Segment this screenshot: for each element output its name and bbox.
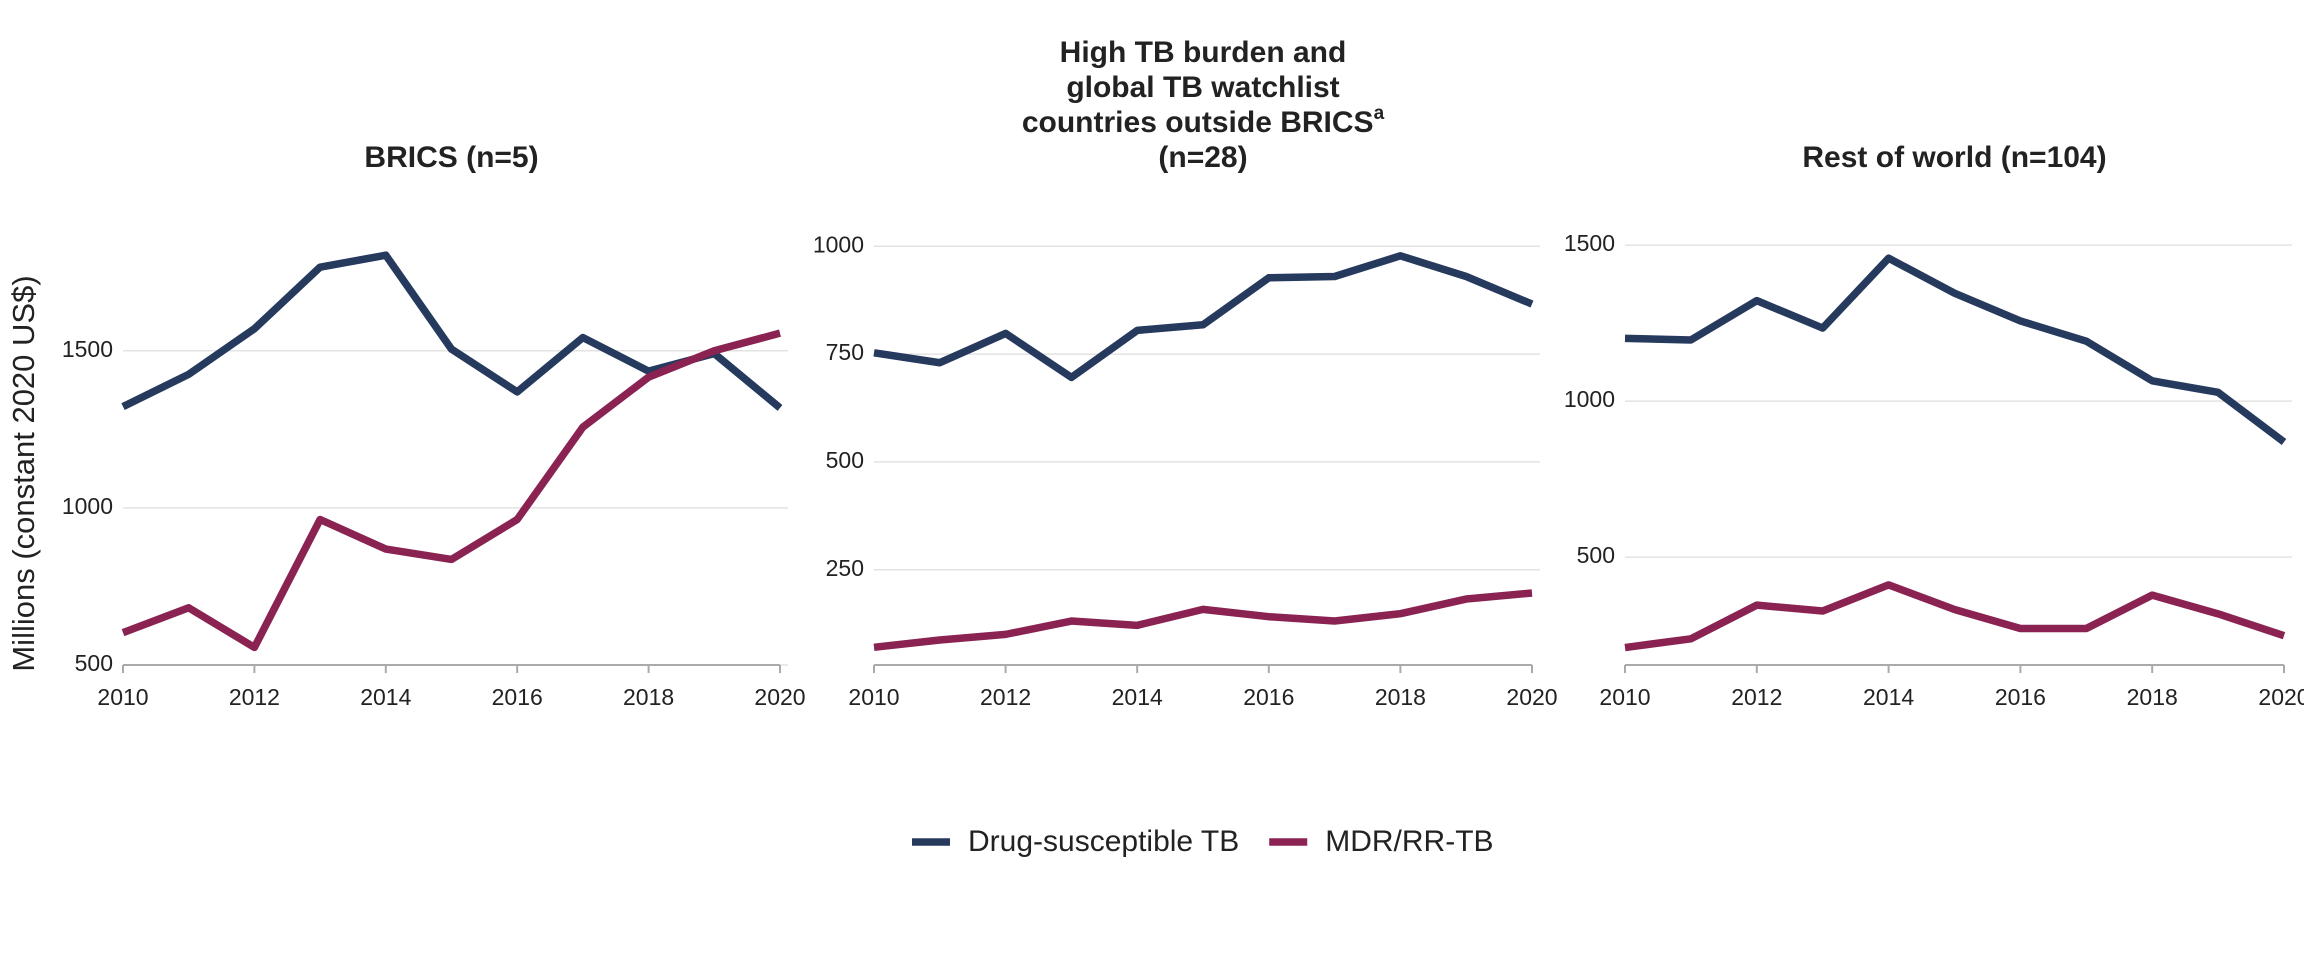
y-tick-label: 1500 xyxy=(1564,230,1615,256)
x-tick-label: 2012 xyxy=(1731,684,1782,710)
line-series xyxy=(873,252,1534,382)
line-series xyxy=(121,329,781,652)
chart-title: High TB burden and xyxy=(1060,36,1347,69)
x-tick-label: 2010 xyxy=(848,684,899,710)
x-tick-label: 2016 xyxy=(1995,684,2046,710)
chart-title-line: BRICS (n=5) xyxy=(364,141,538,174)
y-tick-label: 750 xyxy=(826,339,864,365)
x-tick-label: 2018 xyxy=(623,684,674,710)
line-series xyxy=(873,589,1533,652)
y-tick-label: 500 xyxy=(826,447,864,473)
chart-title-line: global TB watchlist xyxy=(1066,71,1339,104)
x-tick-label: 2012 xyxy=(229,684,280,710)
chart-title-line: Rest of world (n=104) xyxy=(1802,141,2106,174)
chart-title: (n=28) xyxy=(1158,141,1247,174)
chart-title: countries outside BRICSa xyxy=(1022,103,1385,139)
x-tick-label: 2018 xyxy=(1375,684,1426,710)
x-tick-label: 2018 xyxy=(2127,684,2178,710)
x-tick-label: 2016 xyxy=(492,684,543,710)
y-tick-label: 250 xyxy=(826,555,864,581)
y-tick-label: 500 xyxy=(1577,542,1615,568)
line-series xyxy=(121,251,783,411)
x-tick-label: 2010 xyxy=(97,684,148,710)
line-series xyxy=(1624,581,2286,652)
legend: Drug-susceptible TB MDR/RR-TB xyxy=(912,825,1494,858)
y-axis-label: Millions (constant 2020 US$) xyxy=(6,275,41,671)
x-tick-label: 2020 xyxy=(754,684,805,710)
x-tick-label: 2016 xyxy=(1243,684,1294,710)
x-tick-label: 2014 xyxy=(1112,684,1163,710)
chart-title-line: High TB burden and xyxy=(1060,36,1347,69)
chart-title-line: countries outside BRICS xyxy=(1022,106,1374,139)
legend-label: Drug-susceptible TB xyxy=(968,825,1239,858)
y-tick-label: 1000 xyxy=(62,493,113,519)
x-tick-label: 2014 xyxy=(360,684,411,710)
chart-title: BRICS (n=5) xyxy=(364,141,538,174)
x-tick-label: 2020 xyxy=(2258,684,2304,710)
chart-title: Rest of world (n=104) xyxy=(1802,141,2106,174)
legend-label: MDR/RR-TB xyxy=(1325,825,1493,858)
y-tick-label: 1000 xyxy=(1564,386,1615,412)
y-tick-label: 1000 xyxy=(813,231,864,257)
x-tick-label: 2012 xyxy=(980,684,1031,710)
x-tick-label: 2020 xyxy=(1506,684,1557,710)
line-series xyxy=(1624,254,2287,445)
x-tick-label: 2014 xyxy=(1863,684,1914,710)
x-tick-label: 2010 xyxy=(1599,684,1650,710)
y-tick-label: 500 xyxy=(75,650,113,676)
chart-title: global TB watchlist xyxy=(1066,71,1339,104)
title-note: a xyxy=(1374,103,1385,124)
chart-title-line: (n=28) xyxy=(1158,141,1247,174)
y-tick-label: 1500 xyxy=(62,336,113,362)
